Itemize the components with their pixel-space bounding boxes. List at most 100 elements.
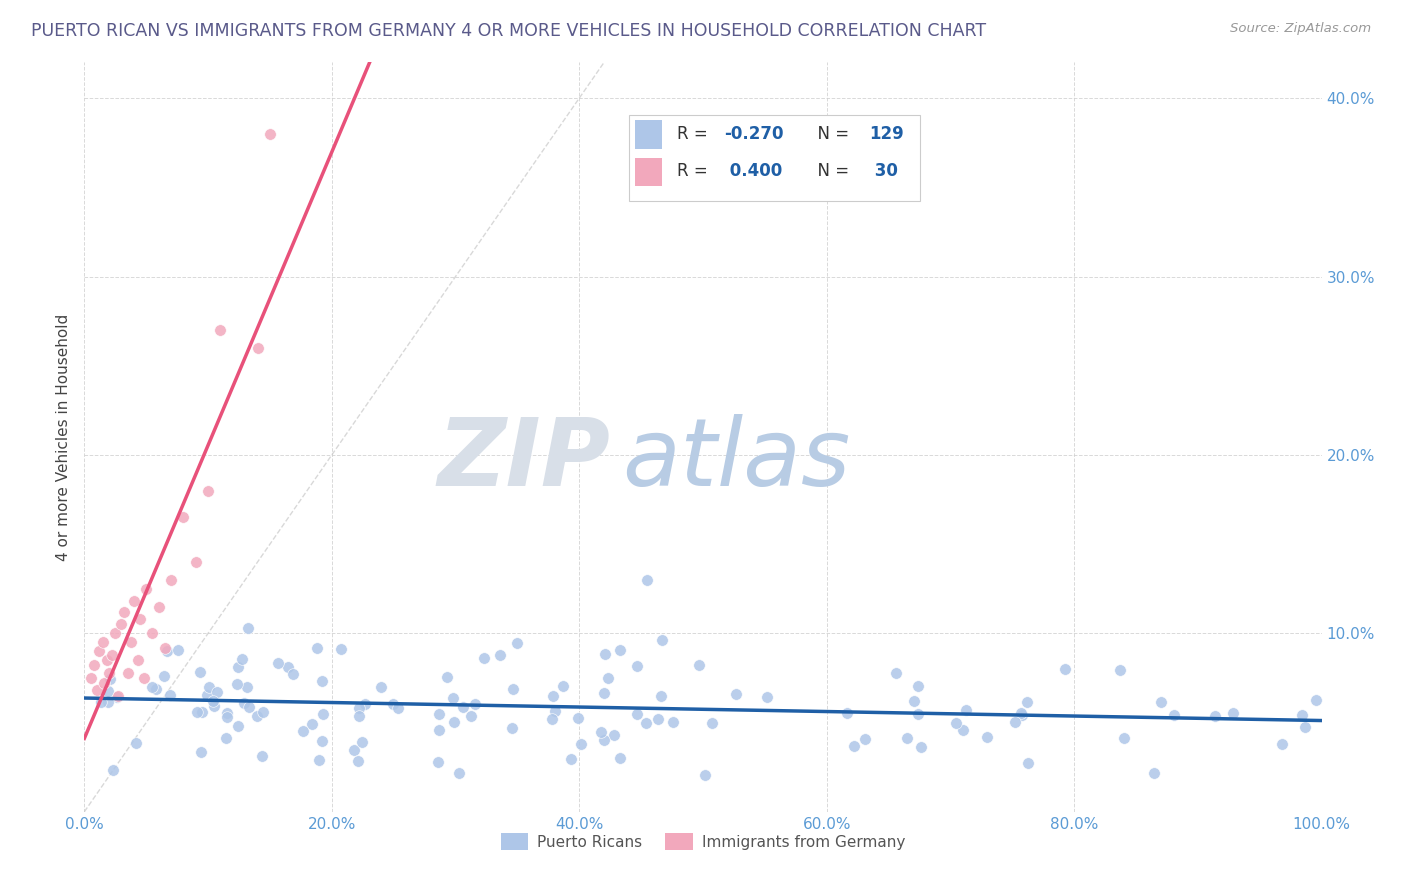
Point: [544, 704, 567, 718]
Point: [190, 745, 212, 759]
Point: [1017, 756, 1039, 770]
Point: [1004, 714, 1026, 729]
Point: [347, 754, 370, 768]
Point: [148, 599, 170, 614]
Point: [100, 648, 122, 662]
Point: [1054, 662, 1077, 676]
Point: [647, 712, 669, 726]
Point: [209, 323, 232, 337]
Point: [945, 716, 967, 731]
Point: [135, 582, 157, 596]
Point: [308, 754, 330, 768]
Y-axis label: 4 or more Vehicles in Household: 4 or more Vehicles in Household: [56, 313, 72, 561]
Point: [188, 665, 211, 679]
Point: [609, 751, 631, 765]
Point: [1222, 706, 1244, 721]
Point: [98, 665, 121, 680]
Point: [259, 127, 281, 141]
Point: [83, 658, 105, 673]
Point: [96, 684, 118, 698]
Point: [141, 626, 163, 640]
Point: [569, 737, 592, 751]
Point: [301, 716, 323, 731]
Point: [215, 731, 238, 746]
Text: 129: 129: [869, 125, 904, 143]
Point: [127, 653, 149, 667]
Point: [884, 666, 907, 681]
Point: [186, 706, 208, 720]
Point: [1291, 708, 1313, 723]
Point: [96, 653, 118, 667]
Point: [311, 674, 333, 689]
Point: [101, 763, 124, 777]
Point: [347, 701, 370, 715]
Point: [1143, 766, 1166, 780]
Text: PUERTO RICAN VS IMMIGRANTS FROM GERMANY 4 OR MORE VEHICLES IN HOUSEHOLD CORRELAT: PUERTO RICAN VS IMMIGRANTS FROM GERMANY …: [31, 22, 986, 40]
Point: [132, 671, 155, 685]
Point: [541, 689, 564, 703]
Point: [252, 705, 274, 719]
Point: [693, 768, 716, 782]
Point: [93, 676, 115, 690]
Point: [427, 723, 450, 737]
Point: [90, 695, 112, 709]
Point: [307, 641, 329, 656]
Point: [501, 721, 523, 735]
Point: [896, 731, 918, 745]
FancyBboxPatch shape: [636, 158, 662, 186]
Point: [110, 617, 132, 632]
Point: [246, 341, 269, 355]
Point: [125, 736, 148, 750]
Point: [252, 748, 274, 763]
Point: [198, 680, 221, 694]
Point: [233, 697, 256, 711]
Point: [447, 765, 470, 780]
Point: [202, 698, 225, 713]
Point: [312, 707, 335, 722]
Point: [553, 679, 575, 693]
Point: [152, 669, 174, 683]
Point: [488, 648, 510, 662]
Point: [167, 643, 190, 657]
Point: [634, 715, 657, 730]
Point: [145, 681, 167, 696]
Point: [238, 699, 260, 714]
Point: [89, 644, 111, 658]
Point: [907, 679, 929, 693]
Point: [952, 723, 974, 738]
Point: [429, 706, 451, 721]
Text: atlas: atlas: [623, 414, 851, 505]
Point: [205, 685, 228, 699]
Point: [292, 723, 315, 738]
Point: [541, 712, 564, 726]
Point: [609, 642, 631, 657]
Point: [104, 626, 127, 640]
Point: [343, 743, 366, 757]
Point: [1271, 737, 1294, 751]
Point: [453, 700, 475, 714]
Point: [650, 632, 672, 647]
Point: [955, 702, 977, 716]
Point: [472, 651, 495, 665]
Point: [105, 690, 128, 704]
Point: [844, 739, 866, 753]
Text: R =: R =: [678, 125, 713, 143]
Text: -0.270: -0.270: [724, 125, 783, 143]
Point: [626, 707, 648, 722]
FancyBboxPatch shape: [628, 115, 920, 201]
Point: [86, 683, 108, 698]
Point: [267, 656, 290, 670]
Point: [907, 706, 929, 721]
Point: [502, 681, 524, 696]
Point: [593, 647, 616, 661]
Text: 0.400: 0.400: [724, 162, 782, 180]
Point: [172, 510, 194, 524]
Point: [156, 644, 179, 658]
Legend: Puerto Ricans, Immigrants from Germany: Puerto Ricans, Immigrants from Germany: [495, 827, 911, 856]
Point: [910, 740, 932, 755]
Point: [354, 697, 377, 711]
Point: [589, 725, 612, 739]
Point: [98, 672, 121, 686]
Point: [853, 732, 876, 747]
Point: [245, 708, 267, 723]
